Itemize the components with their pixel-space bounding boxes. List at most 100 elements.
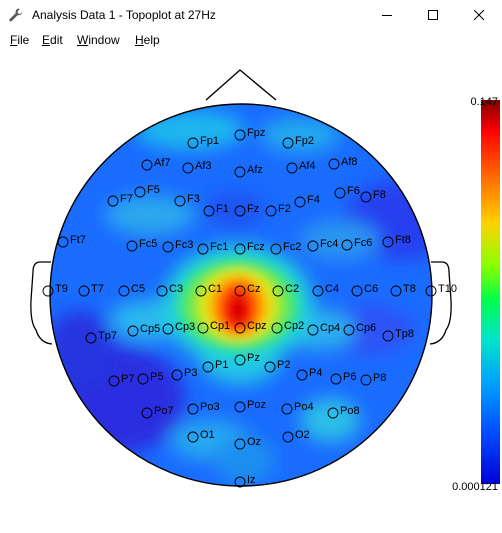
electrode-label-f5: F5 <box>147 184 160 196</box>
electrode-layer: Fp1 Fpz Fp2 Af7 Af3 Afz Af4 Af8 F7 F5 F3 F1 Fz F2 F4 F6… <box>42 127 457 488</box>
electrode-label-c6: C6 <box>364 283 378 295</box>
electrode-label-f1: F1 <box>216 203 229 215</box>
electrode-marker-f6 <box>334 187 346 199</box>
electrode-label-fcz: Fcz <box>247 241 265 253</box>
electrode-label-po8: Po8 <box>340 405 360 417</box>
electrode-marker-o1 <box>187 431 199 443</box>
electrode-marker-fp2 <box>282 137 294 149</box>
electrode-label-t10: T10 <box>438 283 457 295</box>
maximize-button[interactable] <box>410 0 456 30</box>
electrode-label-fp2: Fp2 <box>295 135 314 147</box>
electrode-label-pz: Pz <box>247 352 260 364</box>
electrode-label-fp1: Fp1 <box>200 135 219 147</box>
electrode-label-fc4: Fc4 <box>320 238 338 250</box>
electrode-marker-f5 <box>134 186 146 198</box>
electrode-label-tp8: Tp8 <box>395 328 414 340</box>
electrode-marker-p8 <box>360 374 372 386</box>
electrode-label-af7: Af7 <box>154 157 171 169</box>
electrode-label-afz: Afz <box>247 164 263 176</box>
electrode-label-p5: P5 <box>150 371 163 383</box>
electrode-marker-f2 <box>265 205 277 217</box>
electrode-marker-af4 <box>286 162 298 174</box>
colorbar-max-label: 0.147 <box>470 96 498 108</box>
electrode-marker-af8 <box>328 158 340 170</box>
electrode-marker-fcz <box>234 243 246 255</box>
electrode-marker-fc5 <box>126 240 138 252</box>
minimize-button[interactable] <box>364 0 410 30</box>
electrode-marker-fc1 <box>197 243 209 255</box>
electrode-marker-po3 <box>187 403 199 415</box>
electrode-marker-c5 <box>118 285 130 297</box>
electrode-marker-f8 <box>360 191 372 203</box>
electrode-marker-fpz <box>234 129 246 141</box>
electrode-label-c5: C5 <box>131 283 145 295</box>
electrode-marker-af3 <box>182 162 194 174</box>
colorbar <box>481 100 500 484</box>
electrode-marker-p4 <box>296 369 308 381</box>
electrode-label-po3: Po3 <box>200 401 220 413</box>
electrode-marker-oz <box>234 438 246 450</box>
electrode-marker-c3 <box>156 285 168 297</box>
electrode-label-cz: Cz <box>247 283 260 295</box>
electrode-marker-cp1 <box>197 322 209 334</box>
electrode-marker-cp2 <box>271 322 283 334</box>
electrode-marker-tp7 <box>85 332 97 344</box>
electrode-label-cp5: Cp5 <box>140 323 160 335</box>
electrode-marker-f3 <box>174 195 186 207</box>
electrode-marker-p2 <box>264 361 276 373</box>
electrode-marker-po8 <box>327 407 339 419</box>
electrode-label-iz: Iz <box>247 474 256 486</box>
electrode-label-c2: C2 <box>285 283 299 295</box>
electrode-label-po7: Po7 <box>154 405 174 417</box>
menu-bar: File Edit Window Help <box>0 30 502 50</box>
menu-edit[interactable]: Edit <box>42 33 63 47</box>
electrode-label-fz: Fz <box>247 203 259 215</box>
electrode-marker-ft8 <box>382 236 394 248</box>
electrode-label-p4: P4 <box>309 367 322 379</box>
electrode-label-poz: Poz <box>247 399 266 411</box>
electrode-marker-fc2 <box>270 243 282 255</box>
colorbar-min-label: 0.000121 <box>452 481 498 493</box>
electrode-label-cp1: Cp1 <box>210 320 230 332</box>
electrode-marker-f1 <box>203 205 215 217</box>
electrode-marker-fc4 <box>307 240 319 252</box>
electrode-marker-iz <box>234 476 246 488</box>
electrode-label-o2: O2 <box>295 429 310 441</box>
electrode-label-c3: C3 <box>169 283 183 295</box>
electrode-marker-t8 <box>390 285 402 297</box>
electrode-marker-pz <box>234 354 246 366</box>
close-icon <box>474 10 484 20</box>
electrode-marker-t10 <box>425 285 437 297</box>
electrode-marker-fc3 <box>162 241 174 253</box>
electrode-label-po4: Po4 <box>294 401 314 413</box>
electrode-marker-tp8 <box>382 330 394 342</box>
electrode-label-f2: F2 <box>278 203 291 215</box>
menu-file[interactable]: File <box>10 33 30 47</box>
electrode-label-fpz: Fpz <box>247 127 265 139</box>
window-title: Analysis Data 1 - Topoplot at 27Hz <box>32 8 216 22</box>
electrode-marker-fc6 <box>341 239 353 251</box>
close-button[interactable] <box>456 0 502 30</box>
electrode-marker-t9 <box>42 285 54 297</box>
electrode-marker-c1 <box>195 285 207 297</box>
electrode-label-cp2: Cp2 <box>284 320 304 332</box>
electrode-marker-o2 <box>282 431 294 443</box>
electrode-marker-c2 <box>272 285 284 297</box>
electrode-marker-cp4 <box>307 324 319 336</box>
menu-help[interactable]: Help <box>135 33 160 47</box>
electrode-marker-p7 <box>108 375 120 387</box>
electrode-label-p8: P8 <box>373 372 386 384</box>
electrode-label-c1: C1 <box>208 283 222 295</box>
electrode-marker-af7 <box>141 159 153 171</box>
left-ear <box>30 261 53 345</box>
electrode-marker-po4 <box>281 403 293 415</box>
electrode-label-cpz: Cpz <box>247 320 267 332</box>
maximize-icon <box>428 10 438 20</box>
electrode-label-t9: T9 <box>55 283 68 295</box>
menu-window[interactable]: Window <box>77 33 120 47</box>
electrode-label-af4: Af4 <box>299 160 316 172</box>
electrode-marker-cz <box>234 285 246 297</box>
electrode-marker-t7 <box>78 285 90 297</box>
electrode-label-cp4: Cp4 <box>320 322 340 334</box>
